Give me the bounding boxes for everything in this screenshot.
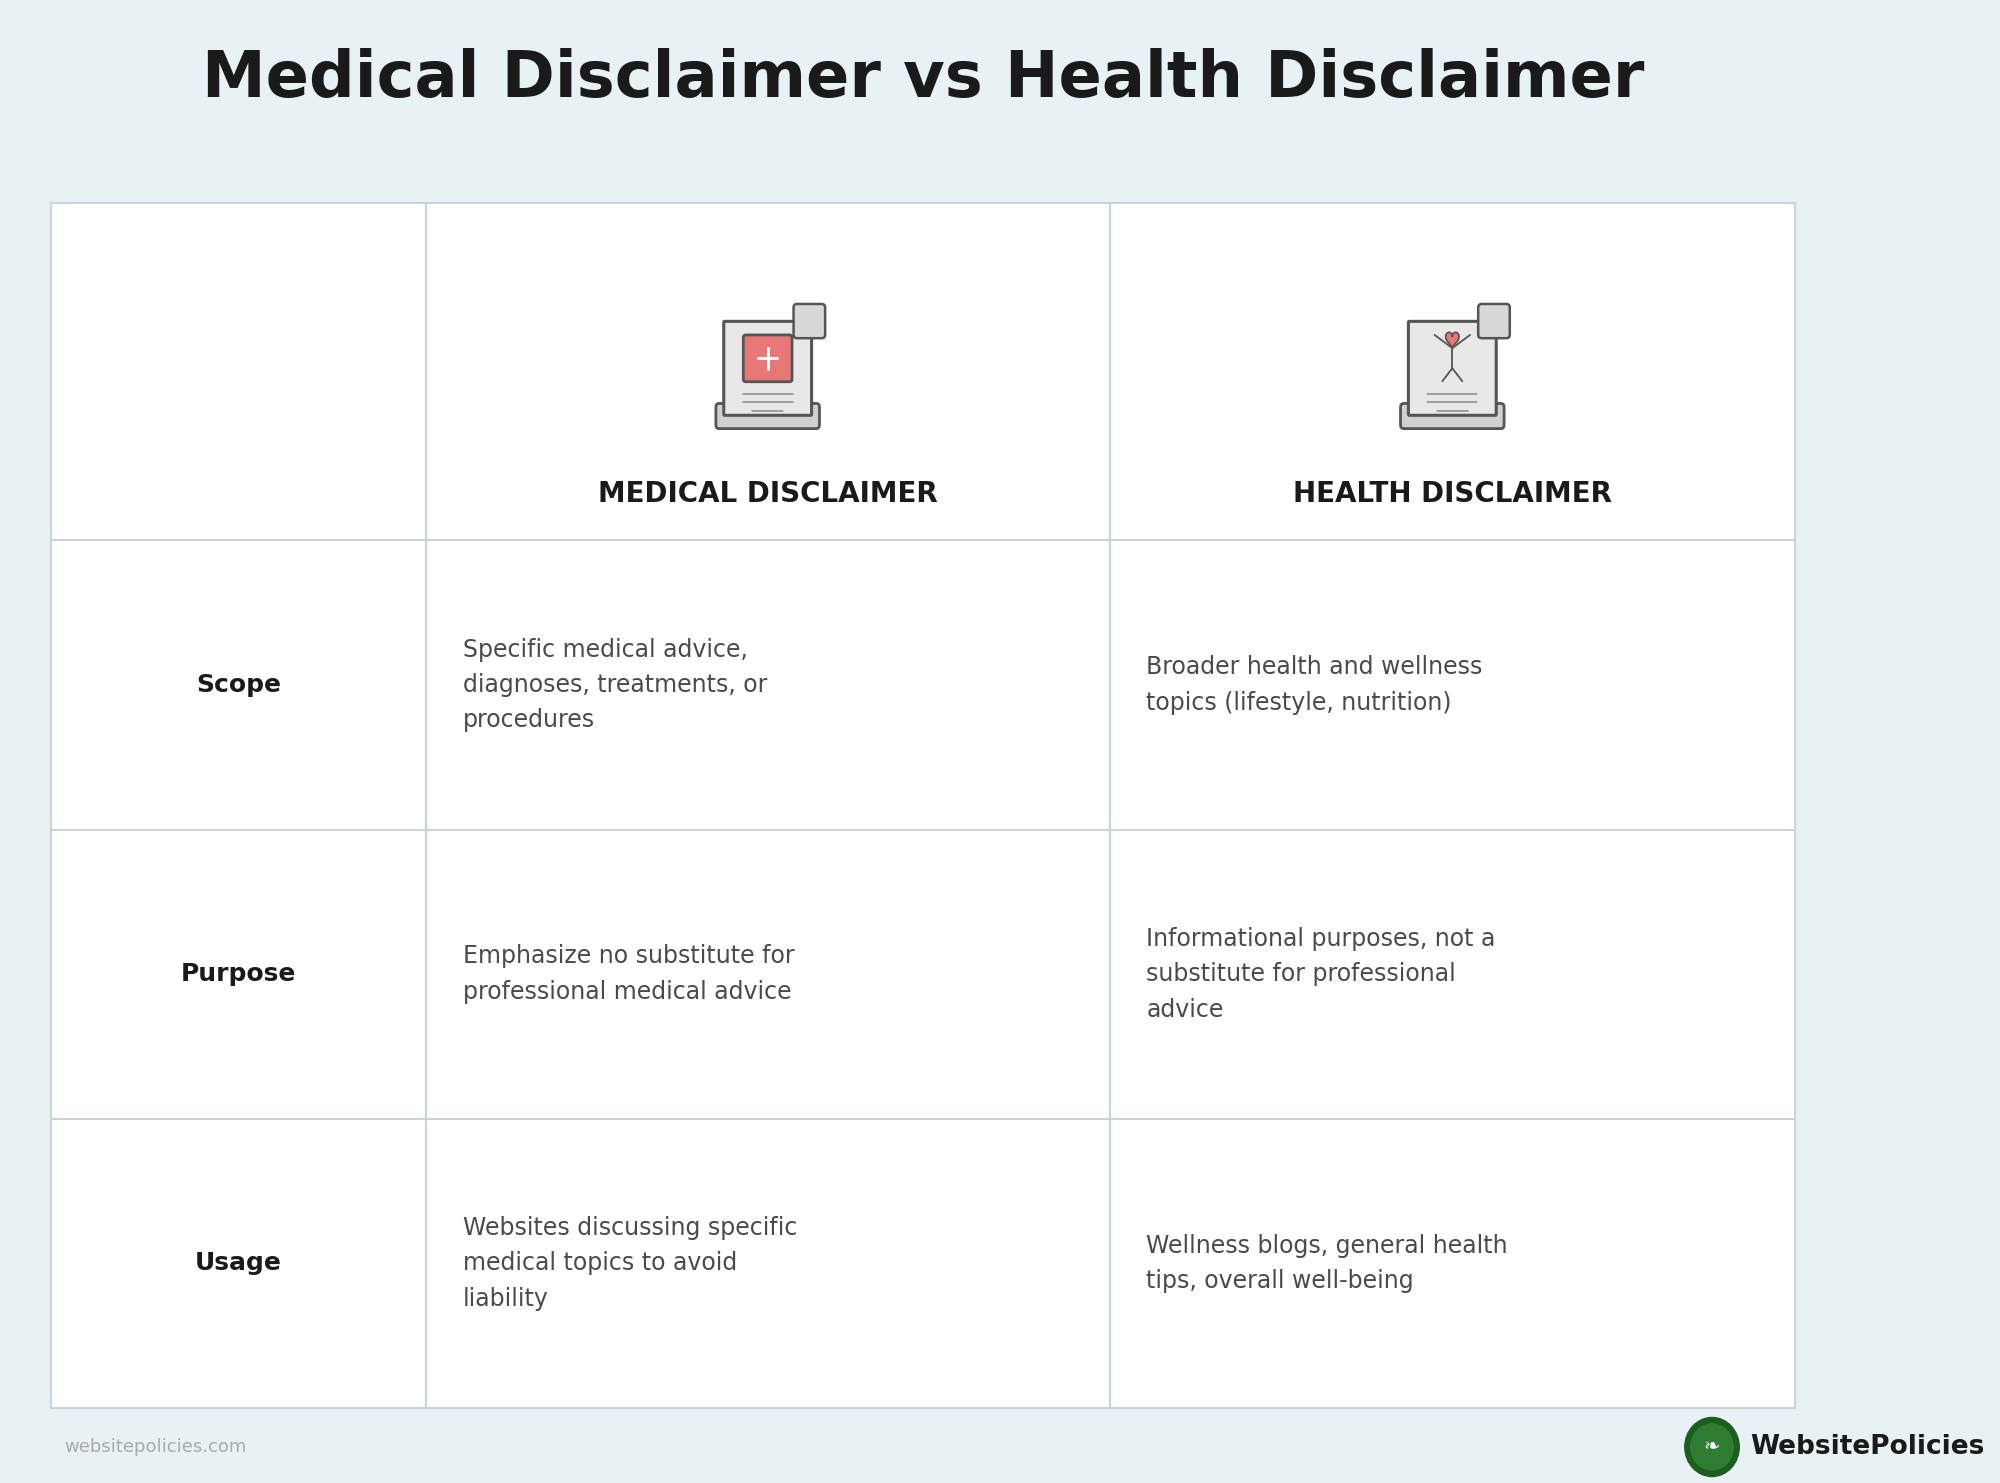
FancyBboxPatch shape bbox=[1478, 304, 1510, 338]
Text: MEDICAL DISCLAIMER: MEDICAL DISCLAIMER bbox=[598, 480, 938, 509]
FancyBboxPatch shape bbox=[50, 203, 1796, 1407]
Circle shape bbox=[1690, 1424, 1734, 1470]
FancyBboxPatch shape bbox=[744, 335, 792, 381]
Text: Specific medical advice,
diagnoses, treatments, or
procedures: Specific medical advice, diagnoses, trea… bbox=[462, 638, 768, 733]
Text: WebsitePolicies: WebsitePolicies bbox=[1750, 1434, 1984, 1459]
FancyBboxPatch shape bbox=[1408, 322, 1496, 415]
Text: Scope: Scope bbox=[196, 673, 280, 697]
Text: Purpose: Purpose bbox=[180, 962, 296, 986]
Text: websitepolicies.com: websitepolicies.com bbox=[64, 1439, 246, 1456]
Text: Emphasize no substitute for
professional medical advice: Emphasize no substitute for professional… bbox=[462, 945, 794, 1004]
Text: Medical Disclaimer vs Health Disclaimer: Medical Disclaimer vs Health Disclaimer bbox=[202, 47, 1644, 110]
Text: Broader health and wellness
topics (lifestyle, nutrition): Broader health and wellness topics (life… bbox=[1146, 655, 1482, 715]
FancyBboxPatch shape bbox=[1400, 403, 1504, 429]
Text: ❧: ❧ bbox=[1704, 1437, 1720, 1456]
Text: Wellness blogs, general health
tips, overall well-being: Wellness blogs, general health tips, ove… bbox=[1146, 1234, 1508, 1293]
Text: Websites discussing specific
medical topics to avoid
liability: Websites discussing specific medical top… bbox=[462, 1216, 798, 1311]
FancyBboxPatch shape bbox=[716, 403, 820, 429]
Text: Informational purposes, not a
substitute for professional
advice: Informational purposes, not a substitute… bbox=[1146, 927, 1496, 1022]
FancyBboxPatch shape bbox=[794, 304, 826, 338]
Text: Usage: Usage bbox=[194, 1252, 282, 1275]
Text: HEALTH DISCLAIMER: HEALTH DISCLAIMER bbox=[1292, 480, 1612, 509]
Polygon shape bbox=[1446, 332, 1458, 349]
FancyBboxPatch shape bbox=[724, 322, 812, 415]
Circle shape bbox=[1684, 1418, 1740, 1477]
